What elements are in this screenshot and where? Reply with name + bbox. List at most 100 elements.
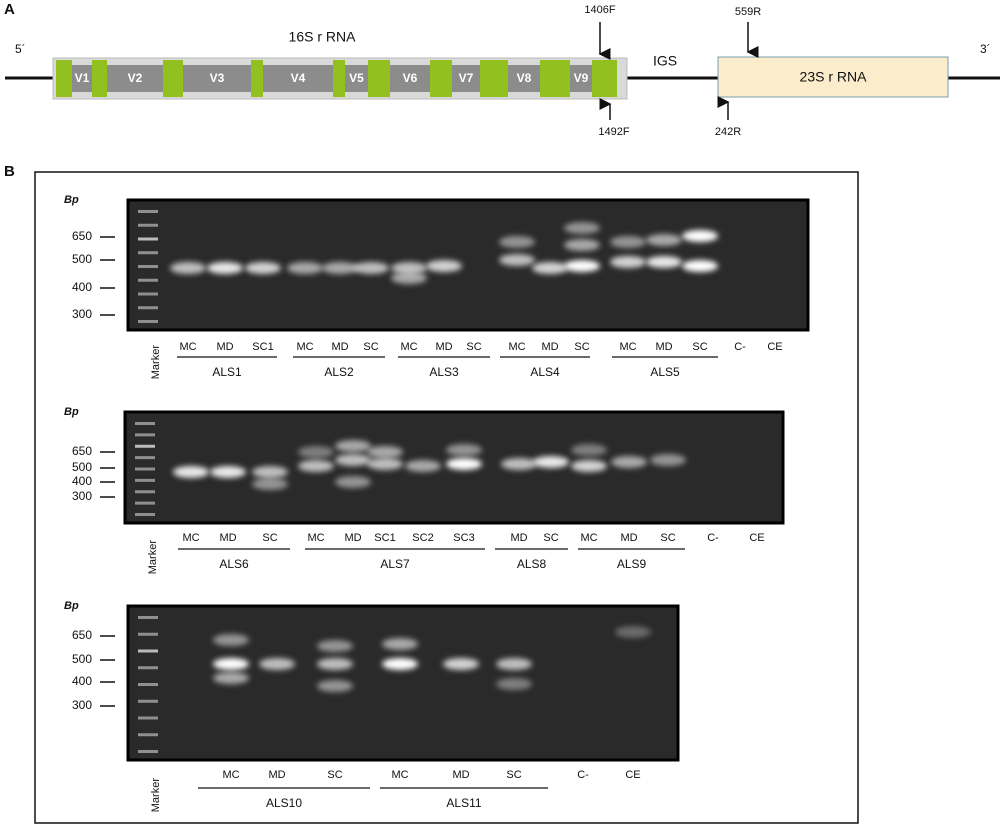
lane-label: CE — [767, 341, 782, 353]
dna-band — [382, 658, 418, 670]
conserved-region — [56, 60, 72, 97]
ladder-band — [138, 237, 158, 241]
title-16s: 16S r RNA — [289, 29, 357, 45]
lane-label: MD — [655, 341, 672, 353]
size-label: 500 — [72, 252, 92, 266]
lane-label: SC1 — [374, 532, 395, 544]
ladder-band — [138, 632, 158, 636]
dna-band — [335, 454, 371, 466]
variable-region — [570, 65, 592, 92]
lane-label: MD — [435, 341, 452, 353]
primer: 1406F — [584, 4, 615, 16]
primer: 559R — [735, 6, 761, 18]
region-label: V9 — [574, 71, 589, 85]
dna-band — [367, 446, 403, 458]
lane-label: SC — [660, 532, 675, 544]
region-label: V7 — [459, 71, 474, 85]
lane-label: SC — [692, 341, 707, 353]
lane-label: MD — [344, 532, 361, 544]
lane-label: MC — [391, 769, 408, 781]
dna-band — [499, 236, 535, 248]
variable-region — [72, 65, 92, 92]
dna-band — [391, 262, 427, 274]
lane-label: SC — [574, 341, 589, 353]
dna-band — [252, 466, 288, 478]
dna-band — [446, 444, 482, 456]
dna-band — [426, 260, 462, 272]
conserved-region — [540, 60, 570, 97]
ladder-band — [135, 490, 155, 494]
lane-label: CE — [749, 532, 764, 544]
ladder-band — [138, 666, 158, 670]
dna-band — [501, 458, 537, 470]
panel-label: A — [4, 1, 15, 18]
dna-band — [317, 680, 353, 692]
lane-label: C- — [734, 341, 746, 353]
ladder-band — [138, 265, 158, 268]
group-label: ALS3 — [429, 365, 459, 379]
lane-label: MC — [179, 341, 196, 353]
variable-region — [345, 65, 368, 92]
three-prime: 3´ — [980, 42, 991, 56]
dna-band — [610, 236, 646, 248]
panel-frame — [34, 171, 859, 824]
lane-label: SC — [506, 769, 521, 781]
ladder-band — [135, 433, 155, 437]
dna-band — [646, 256, 682, 268]
dna-band — [210, 466, 246, 478]
lane-label: SC — [543, 532, 558, 544]
lane-label: SC — [363, 341, 378, 353]
dna-band — [499, 254, 535, 266]
lane-label: MD — [268, 769, 285, 781]
dna-band — [682, 230, 718, 242]
lane-label: C- — [707, 532, 719, 544]
dna-band — [317, 658, 353, 670]
ladder-band — [138, 649, 158, 653]
conserved-region — [430, 60, 452, 97]
dna-band — [532, 262, 568, 274]
size-label: 300 — [72, 307, 92, 321]
region-label: V5 — [349, 71, 364, 85]
group-label: ALS11 — [446, 796, 481, 810]
ladder-band — [138, 320, 158, 323]
conserved-region — [92, 60, 107, 97]
lane-label: MD — [620, 532, 637, 544]
variable-region — [183, 65, 251, 92]
ladder-band — [138, 292, 158, 296]
ladder-band — [138, 683, 158, 686]
group-label: ALS10 — [266, 796, 302, 810]
region-label: V1 — [75, 71, 90, 85]
lane-label: MD — [541, 341, 558, 353]
lane-label: MD — [331, 341, 348, 353]
dna-band — [335, 440, 371, 452]
lane-label: MC — [307, 532, 324, 544]
lane-label: MC — [619, 341, 636, 353]
lane-label: MC — [296, 341, 313, 353]
size-label: 500 — [72, 652, 92, 666]
group-label: ALS8 — [517, 557, 547, 571]
ladder-band — [135, 501, 155, 505]
lane-label: SC3 — [453, 532, 474, 544]
dna-band — [682, 260, 718, 272]
dna-band — [287, 262, 323, 274]
dna-band — [496, 678, 532, 690]
group-label: ALS1 — [212, 365, 242, 379]
lane-label: C- — [577, 769, 589, 781]
ladder-band — [138, 716, 158, 720]
ladder-band — [138, 223, 158, 227]
lane-label: SC — [327, 769, 342, 781]
primer: 242R — [715, 126, 741, 138]
dna-band — [213, 672, 249, 684]
size-label: 500 — [72, 460, 92, 474]
dna-band — [317, 640, 353, 652]
dna-band — [391, 272, 427, 284]
dna-band — [322, 262, 358, 274]
conserved-region — [333, 60, 345, 97]
region-label: V8 — [517, 71, 532, 85]
lane-label: MC — [182, 532, 199, 544]
dna-band — [405, 460, 441, 472]
size-label: 650 — [72, 229, 92, 243]
dna-band — [245, 262, 281, 274]
